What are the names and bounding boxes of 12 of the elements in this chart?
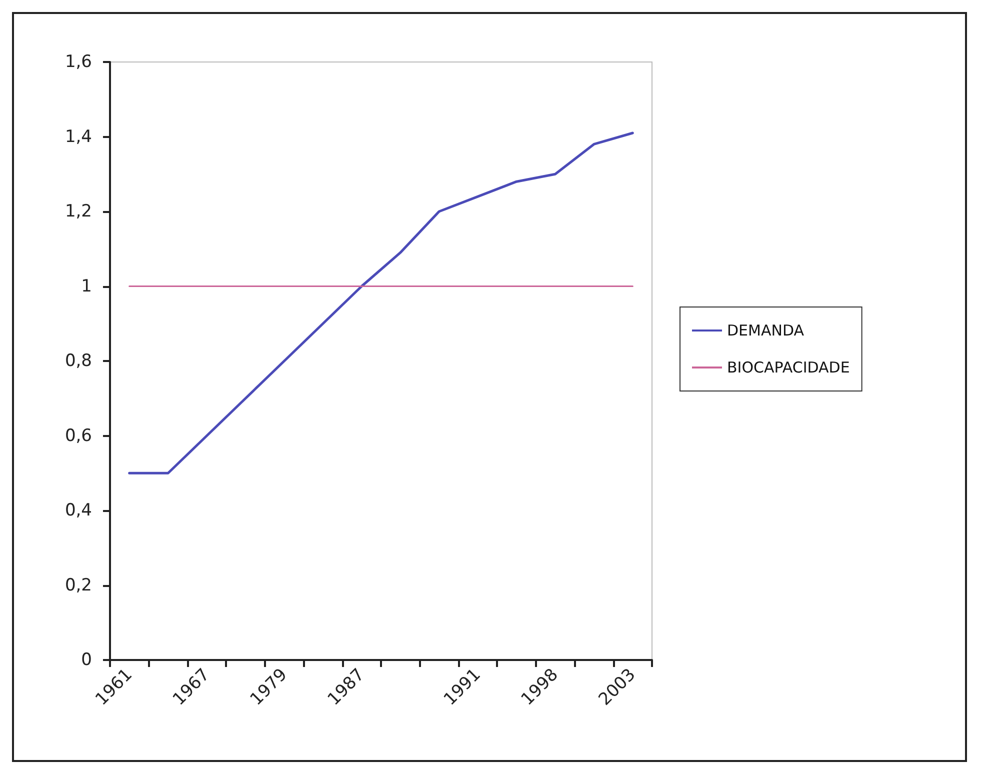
- y-tick-label: 1,2: [64, 202, 92, 222]
- y-tick-label: 1,6: [64, 52, 92, 72]
- y-tick-label: 0: [81, 650, 92, 670]
- y-tick-label: 0,8: [64, 351, 92, 371]
- line-series: [128, 132, 634, 474]
- y-tick-label: 0,4: [64, 500, 92, 520]
- legend-label: DEMANDA: [727, 322, 805, 340]
- y-tick-label: 0,2: [64, 575, 92, 596]
- legend-label: BIOCAPACIDADE: [727, 358, 850, 376]
- y-tick-label: 0,6: [64, 426, 92, 446]
- y-tick-label: 1: [81, 276, 92, 296]
- y-tick-label: 1,4: [64, 126, 92, 147]
